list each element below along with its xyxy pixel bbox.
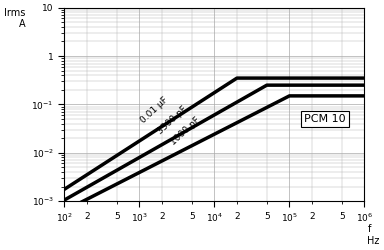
Y-axis label: Irms
A: Irms A (4, 8, 25, 29)
Text: 3300 pF: 3300 pF (156, 104, 189, 136)
Text: 2: 2 (309, 212, 315, 221)
Text: 1000 pF: 1000 pF (169, 116, 202, 147)
Text: 5: 5 (114, 212, 119, 221)
Text: 5: 5 (264, 212, 270, 221)
Text: f
Hz: f Hz (367, 224, 380, 246)
Text: 5: 5 (339, 212, 345, 221)
Text: PCM 10: PCM 10 (305, 114, 346, 124)
Text: 5: 5 (189, 212, 195, 221)
Text: 2: 2 (159, 212, 165, 221)
Text: 0.01 μF: 0.01 μF (139, 95, 170, 125)
Text: 2: 2 (84, 212, 89, 221)
Text: 2: 2 (234, 212, 240, 221)
